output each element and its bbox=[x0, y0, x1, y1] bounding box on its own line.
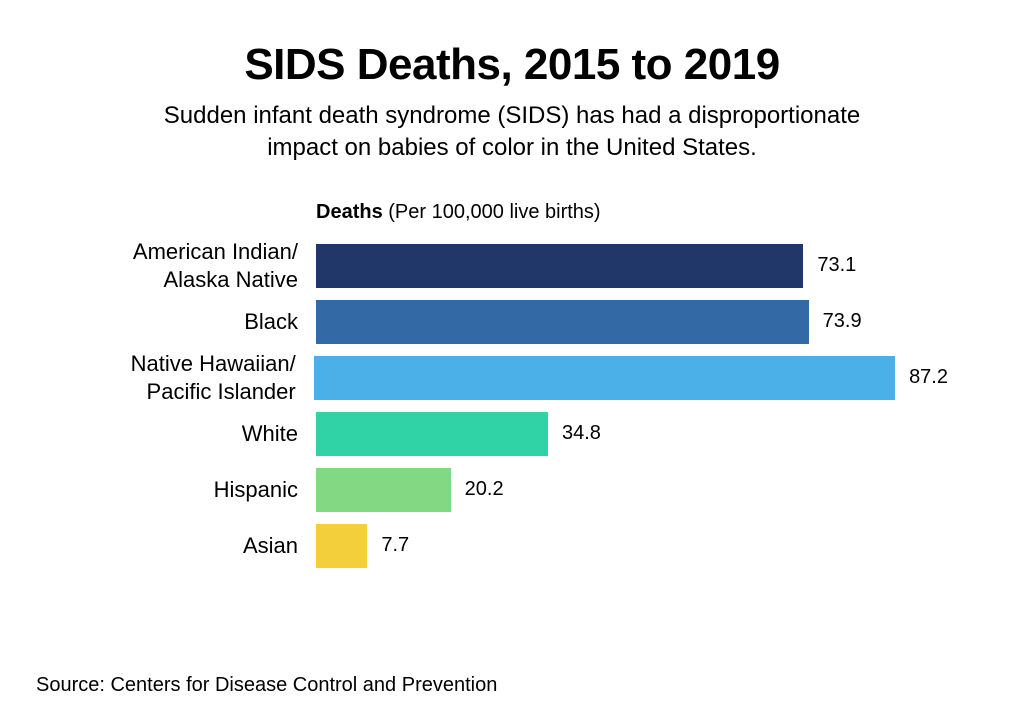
bar bbox=[316, 524, 367, 568]
category-label: Hispanic bbox=[96, 476, 316, 504]
bar bbox=[316, 244, 803, 288]
bar-track: 73.1 bbox=[316, 238, 916, 294]
category-label: Asian bbox=[96, 532, 316, 560]
bar-row: Asian 7.7 bbox=[96, 518, 948, 574]
value-label: 73.9 bbox=[823, 310, 862, 333]
bar-row: Hispanic 20.2 bbox=[96, 462, 948, 518]
source-attribution: Source: Centers for Disease Control and … bbox=[36, 674, 497, 697]
bar bbox=[316, 468, 451, 512]
bar-rows: American Indian/Alaska Native 73.1 Black 73… bbox=[96, 238, 948, 574]
chart-container: SIDS Deaths, 2015 to 2019 Sudden infant … bbox=[0, 0, 1024, 594]
category-label: American Indian/Alaska Native bbox=[96, 238, 316, 293]
value-label: 87.2 bbox=[909, 366, 948, 389]
bar-track: 34.8 bbox=[316, 406, 916, 462]
bar-row: Native Hawaiian/Pacific Islander 87.2 bbox=[96, 350, 948, 406]
bar-row: Black 73.9 bbox=[96, 294, 948, 350]
bar-track: 73.9 bbox=[316, 294, 916, 350]
axis-label-units: (Per 100,000 live births) bbox=[383, 201, 601, 223]
axis-label-bold: Deaths bbox=[316, 201, 383, 223]
bar-row: White 34.8 bbox=[96, 406, 948, 462]
category-label: White bbox=[96, 420, 316, 448]
category-label: Black bbox=[96, 308, 316, 336]
bar-track: 87.2 bbox=[314, 350, 948, 406]
bar bbox=[316, 412, 548, 456]
value-label: 73.1 bbox=[817, 254, 856, 277]
bar bbox=[316, 300, 809, 344]
bar-track: 7.7 bbox=[316, 518, 916, 574]
y-axis-label: Deaths (Per 100,000 live births) bbox=[316, 201, 948, 224]
value-label: 34.8 bbox=[562, 422, 601, 445]
chart-area: Deaths (Per 100,000 live births) America… bbox=[96, 201, 948, 574]
value-label: 7.7 bbox=[381, 534, 409, 557]
bar-track: 20.2 bbox=[316, 462, 916, 518]
bar-row: American Indian/Alaska Native 73.1 bbox=[96, 238, 948, 294]
value-label: 20.2 bbox=[465, 478, 504, 501]
chart-title: SIDS Deaths, 2015 to 2019 bbox=[36, 40, 988, 90]
chart-subtitle: Sudden infant death syndrome (SIDS) has … bbox=[152, 100, 872, 165]
bar bbox=[314, 356, 895, 400]
category-label: Native Hawaiian/Pacific Islander bbox=[96, 350, 314, 405]
